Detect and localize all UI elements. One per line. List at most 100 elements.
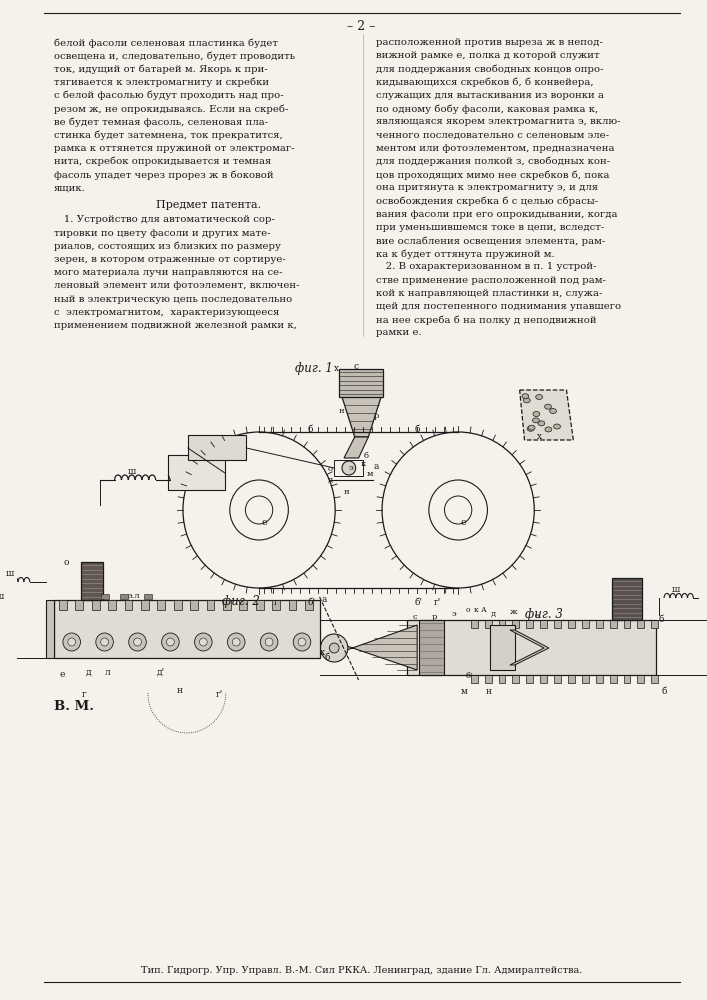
Text: с: с (354, 362, 359, 371)
FancyBboxPatch shape (407, 620, 656, 675)
Ellipse shape (528, 425, 535, 430)
Circle shape (96, 633, 113, 651)
Text: э: э (349, 464, 353, 472)
Text: б: б (658, 615, 664, 624)
Text: вие ослабления освещения элемента, рам-: вие ослабления освещения элемента, рам- (376, 236, 605, 245)
Text: рамки е.: рамки е. (376, 328, 422, 337)
FancyBboxPatch shape (59, 600, 67, 610)
Text: леновый элемент или фотоэлемент, включен-: леновый элемент или фотоэлемент, включен… (54, 281, 300, 290)
FancyBboxPatch shape (498, 620, 506, 628)
FancyBboxPatch shape (582, 675, 589, 683)
Text: с белой фасолью будут проходить над про-: с белой фасолью будут проходить над про- (54, 91, 284, 100)
Text: белой фасоли селеновая пластинка будет: белой фасоли селеновая пластинка будет (54, 38, 278, 47)
FancyBboxPatch shape (624, 675, 631, 683)
Circle shape (342, 461, 356, 475)
Polygon shape (344, 437, 368, 458)
Text: щей для постепенного поднимания упавшего: щей для постепенного поднимания упавшего (376, 302, 621, 311)
FancyBboxPatch shape (174, 600, 182, 610)
Ellipse shape (532, 418, 539, 423)
FancyBboxPatch shape (47, 600, 54, 658)
Text: д': д' (157, 668, 165, 677)
Text: ка к будет оттянута пружиной м.: ка к будет оттянута пружиной м. (376, 249, 555, 259)
Ellipse shape (527, 426, 534, 431)
Text: н: н (486, 687, 491, 696)
Text: ящик.: ящик. (54, 183, 86, 192)
Ellipse shape (536, 394, 542, 399)
Text: 1. Устройство для автоматической сор-: 1. Устройство для автоматической сор- (54, 215, 275, 224)
Text: о: о (64, 558, 69, 567)
Circle shape (63, 633, 81, 651)
Text: а: а (373, 462, 379, 471)
FancyBboxPatch shape (144, 594, 152, 599)
Text: а: а (322, 595, 327, 604)
Text: е: е (534, 612, 539, 620)
Text: н: н (344, 488, 349, 496)
Text: x: x (537, 432, 542, 441)
Text: д: д (491, 610, 496, 618)
FancyBboxPatch shape (81, 562, 103, 600)
Circle shape (194, 633, 212, 651)
FancyBboxPatch shape (141, 600, 148, 610)
Ellipse shape (554, 424, 561, 429)
FancyBboxPatch shape (240, 600, 247, 610)
Circle shape (129, 633, 146, 651)
Text: с: с (412, 613, 417, 621)
Text: ченного последовательно с селеновым эле-: ченного последовательно с селеновым эле- (376, 130, 609, 139)
Text: р: р (432, 613, 437, 621)
Text: служащих для вытаскивания из воронки а: служащих для вытаскивания из воронки а (376, 91, 604, 100)
Polygon shape (342, 397, 381, 437)
Text: о: о (466, 606, 470, 614)
Text: резом ж, не опрокидываясь. Если на скреб-: резом ж, не опрокидываясь. Если на скреб… (54, 104, 288, 113)
FancyBboxPatch shape (485, 675, 491, 683)
FancyBboxPatch shape (609, 675, 617, 683)
Text: ш: ш (672, 585, 680, 594)
Text: д: д (86, 668, 91, 677)
Text: о: о (327, 465, 332, 473)
Text: на нее скреба б на полку д неподвижной: на нее скреба б на полку д неподвижной (376, 315, 597, 325)
FancyBboxPatch shape (190, 600, 198, 610)
Text: д: д (327, 476, 332, 484)
Circle shape (293, 633, 311, 651)
FancyBboxPatch shape (272, 600, 280, 610)
Text: x: x (320, 648, 325, 657)
FancyBboxPatch shape (651, 675, 658, 683)
Ellipse shape (522, 394, 529, 399)
FancyBboxPatch shape (638, 675, 644, 683)
Text: б': б' (466, 672, 473, 680)
Ellipse shape (538, 421, 545, 426)
Text: х: х (334, 364, 339, 373)
Text: фиг. 1: фиг. 1 (296, 362, 333, 375)
FancyBboxPatch shape (158, 600, 165, 610)
FancyBboxPatch shape (305, 600, 312, 610)
Text: ментом или фотоэлементом, предназначена: ментом или фотоэлементом, предназначена (376, 144, 614, 153)
Text: зерен, в котором отраженные от сортируе-: зерен, в котором отраженные от сортируе- (54, 255, 286, 264)
FancyBboxPatch shape (76, 600, 83, 610)
Circle shape (68, 638, 76, 646)
Text: г: г (81, 690, 86, 699)
Circle shape (233, 638, 240, 646)
Text: н: н (339, 407, 345, 415)
Text: фасоль упадет через прорез ж в боковой: фасоль упадет через прорез ж в боковой (54, 170, 274, 180)
FancyBboxPatch shape (498, 675, 506, 683)
Circle shape (298, 638, 306, 646)
Text: она притянута к электромагниту э, и для: она притянута к электромагниту э, и для (376, 183, 598, 192)
Circle shape (100, 638, 108, 646)
Text: мого материала лучи направляются на се-: мого материала лучи направляются на се- (54, 268, 283, 277)
Ellipse shape (549, 409, 556, 414)
Text: г': г' (216, 690, 223, 699)
Text: кой к направляющей пластинки н, служа-: кой к направляющей пластинки н, служа- (376, 289, 602, 298)
FancyBboxPatch shape (596, 675, 602, 683)
FancyBboxPatch shape (554, 675, 561, 683)
Text: г': г' (434, 598, 441, 607)
Text: б: б (414, 425, 420, 434)
Text: цов проходящих мимо нее скребков б, пока: цов проходящих мимо нее скребков б, пока (376, 170, 609, 180)
Text: ш: ш (128, 467, 136, 476)
FancyBboxPatch shape (540, 675, 547, 683)
FancyBboxPatch shape (568, 675, 575, 683)
FancyBboxPatch shape (288, 600, 296, 610)
FancyBboxPatch shape (582, 620, 589, 628)
Text: б: б (661, 687, 667, 696)
FancyBboxPatch shape (540, 620, 547, 628)
FancyBboxPatch shape (124, 600, 132, 610)
Text: рамка к оттянется пружиной от электромаг-: рамка к оттянется пружиной от электромаг… (54, 144, 295, 153)
